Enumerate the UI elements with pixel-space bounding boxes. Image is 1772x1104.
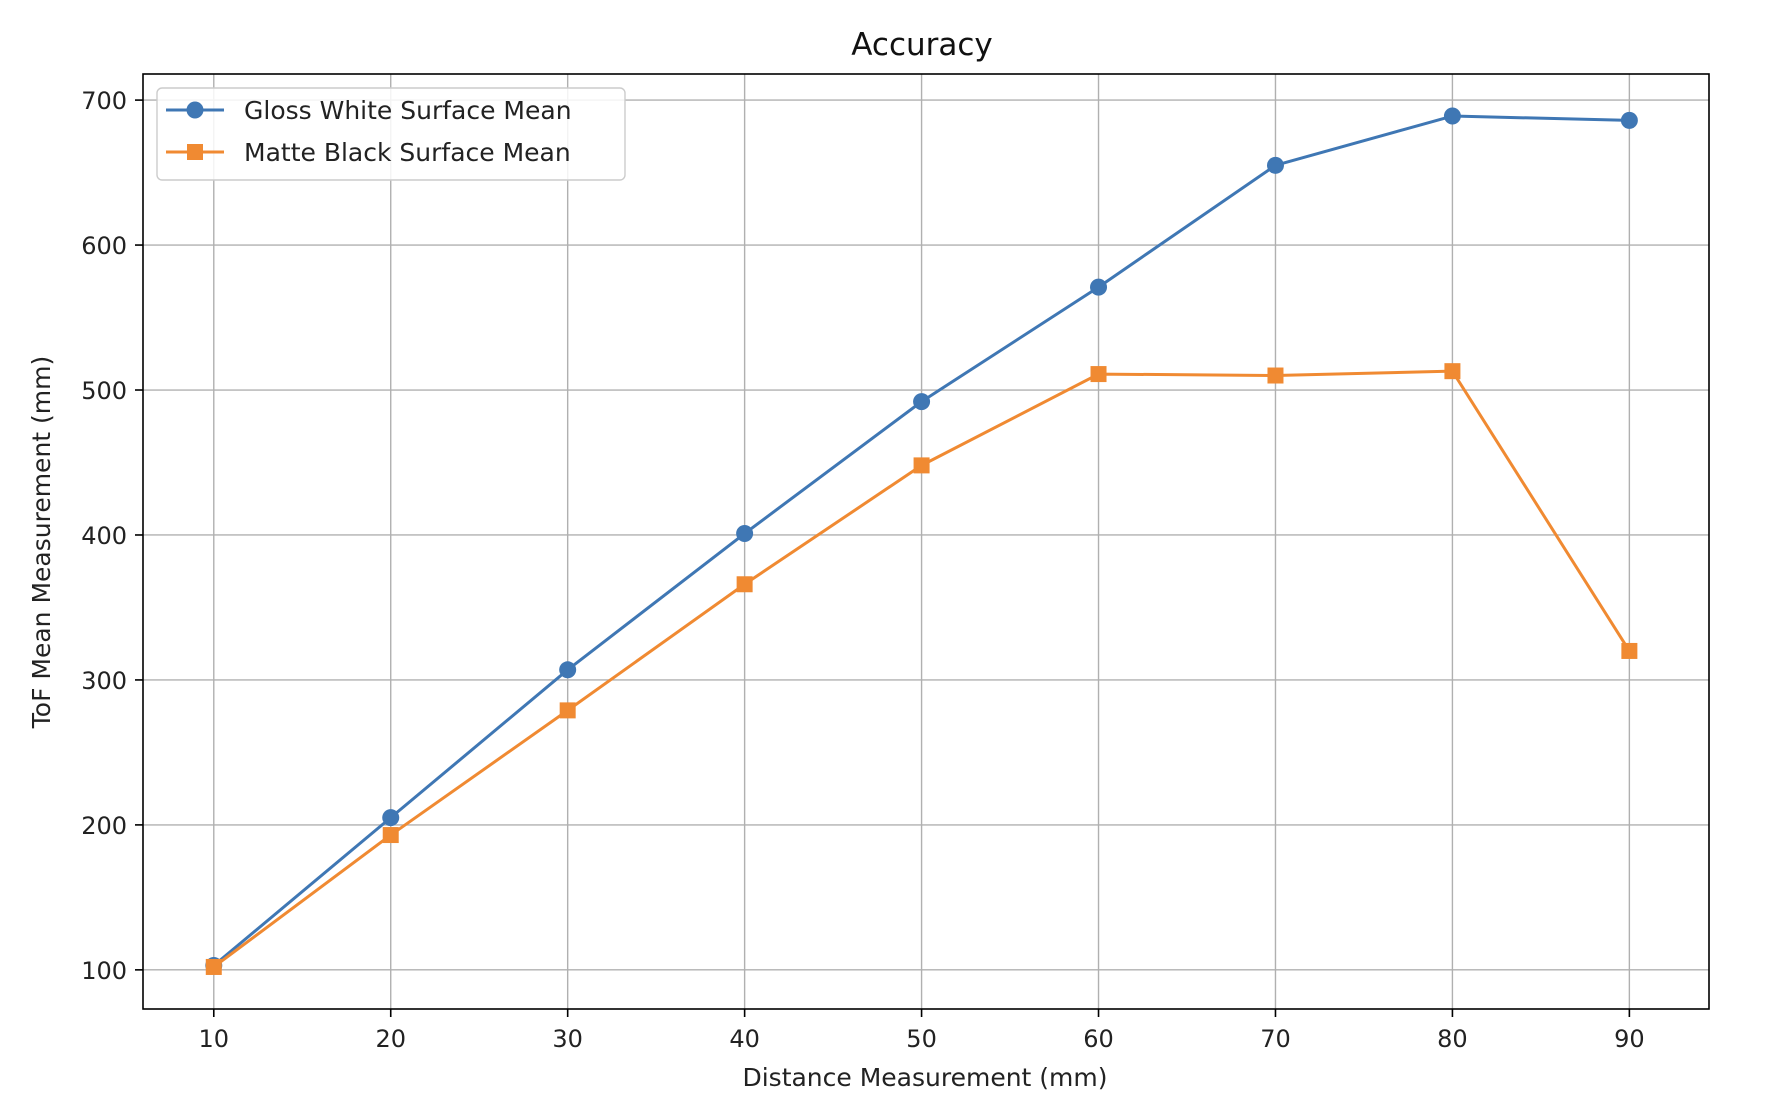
legend: Gloss White Surface Mean Matte Black Surf…	[156, 87, 626, 181]
y-tick-label: 300	[81, 667, 127, 695]
y-tick-label: 700	[81, 87, 127, 115]
y-tick-label: 400	[81, 522, 127, 550]
data-point-2	[205, 958, 222, 975]
x-tick-label: 80	[1437, 1025, 1468, 1053]
y-tick-label: 100	[81, 957, 127, 985]
data-point-2	[913, 457, 930, 474]
data-point-1	[559, 661, 577, 679]
data-point-2	[1621, 642, 1638, 659]
y-tick-label: 600	[81, 232, 127, 260]
x-tick-label: 50	[906, 1025, 937, 1053]
data-point-1	[1443, 107, 1461, 125]
chart-title: Accuracy	[851, 27, 993, 63]
gridlines	[143, 74, 1709, 1009]
legend-label-2: Matte Black Surface Mean	[244, 138, 571, 167]
data-point-1	[382, 809, 400, 827]
data-point-2	[736, 576, 753, 593]
data-point-1	[1090, 278, 1108, 296]
data-point-1	[1620, 111, 1638, 129]
legend-label-1: Gloss White Surface Mean	[244, 96, 572, 125]
y-tick-label: 200	[81, 812, 127, 840]
axis-ticks: 10 20 30 40 50 60 70 80 90 100 200 300 400 500 600 700	[81, 87, 1644, 1053]
series-lines	[205, 107, 1638, 975]
y-axis-label: ToF Mean Measurement (mm)	[27, 356, 56, 730]
legend-marker-2	[187, 144, 203, 160]
x-tick-label: 30	[552, 1025, 583, 1053]
data-point-2	[1267, 367, 1284, 384]
x-tick-label: 60	[1083, 1025, 1114, 1053]
data-point-1	[913, 393, 931, 411]
plot-area-frame	[142, 73, 1710, 1010]
x-tick-label: 90	[1614, 1025, 1645, 1053]
legend-box	[156, 87, 626, 181]
x-tick-label: 10	[199, 1025, 230, 1053]
x-axis-label: Distance Measurement (mm)	[742, 1063, 1107, 1092]
x-tick-label: 20	[375, 1025, 406, 1053]
data-point-1	[736, 525, 754, 543]
x-tick-label: 70	[1260, 1025, 1291, 1053]
data-point-2	[382, 827, 399, 844]
y-tick-label: 500	[81, 377, 127, 405]
x-tick-label: 40	[729, 1025, 760, 1053]
legend-marker-1	[186, 101, 204, 119]
data-point-2	[559, 702, 576, 719]
data-point-1	[1266, 156, 1284, 174]
data-point-2	[1090, 366, 1107, 383]
data-point-2	[1444, 363, 1461, 380]
